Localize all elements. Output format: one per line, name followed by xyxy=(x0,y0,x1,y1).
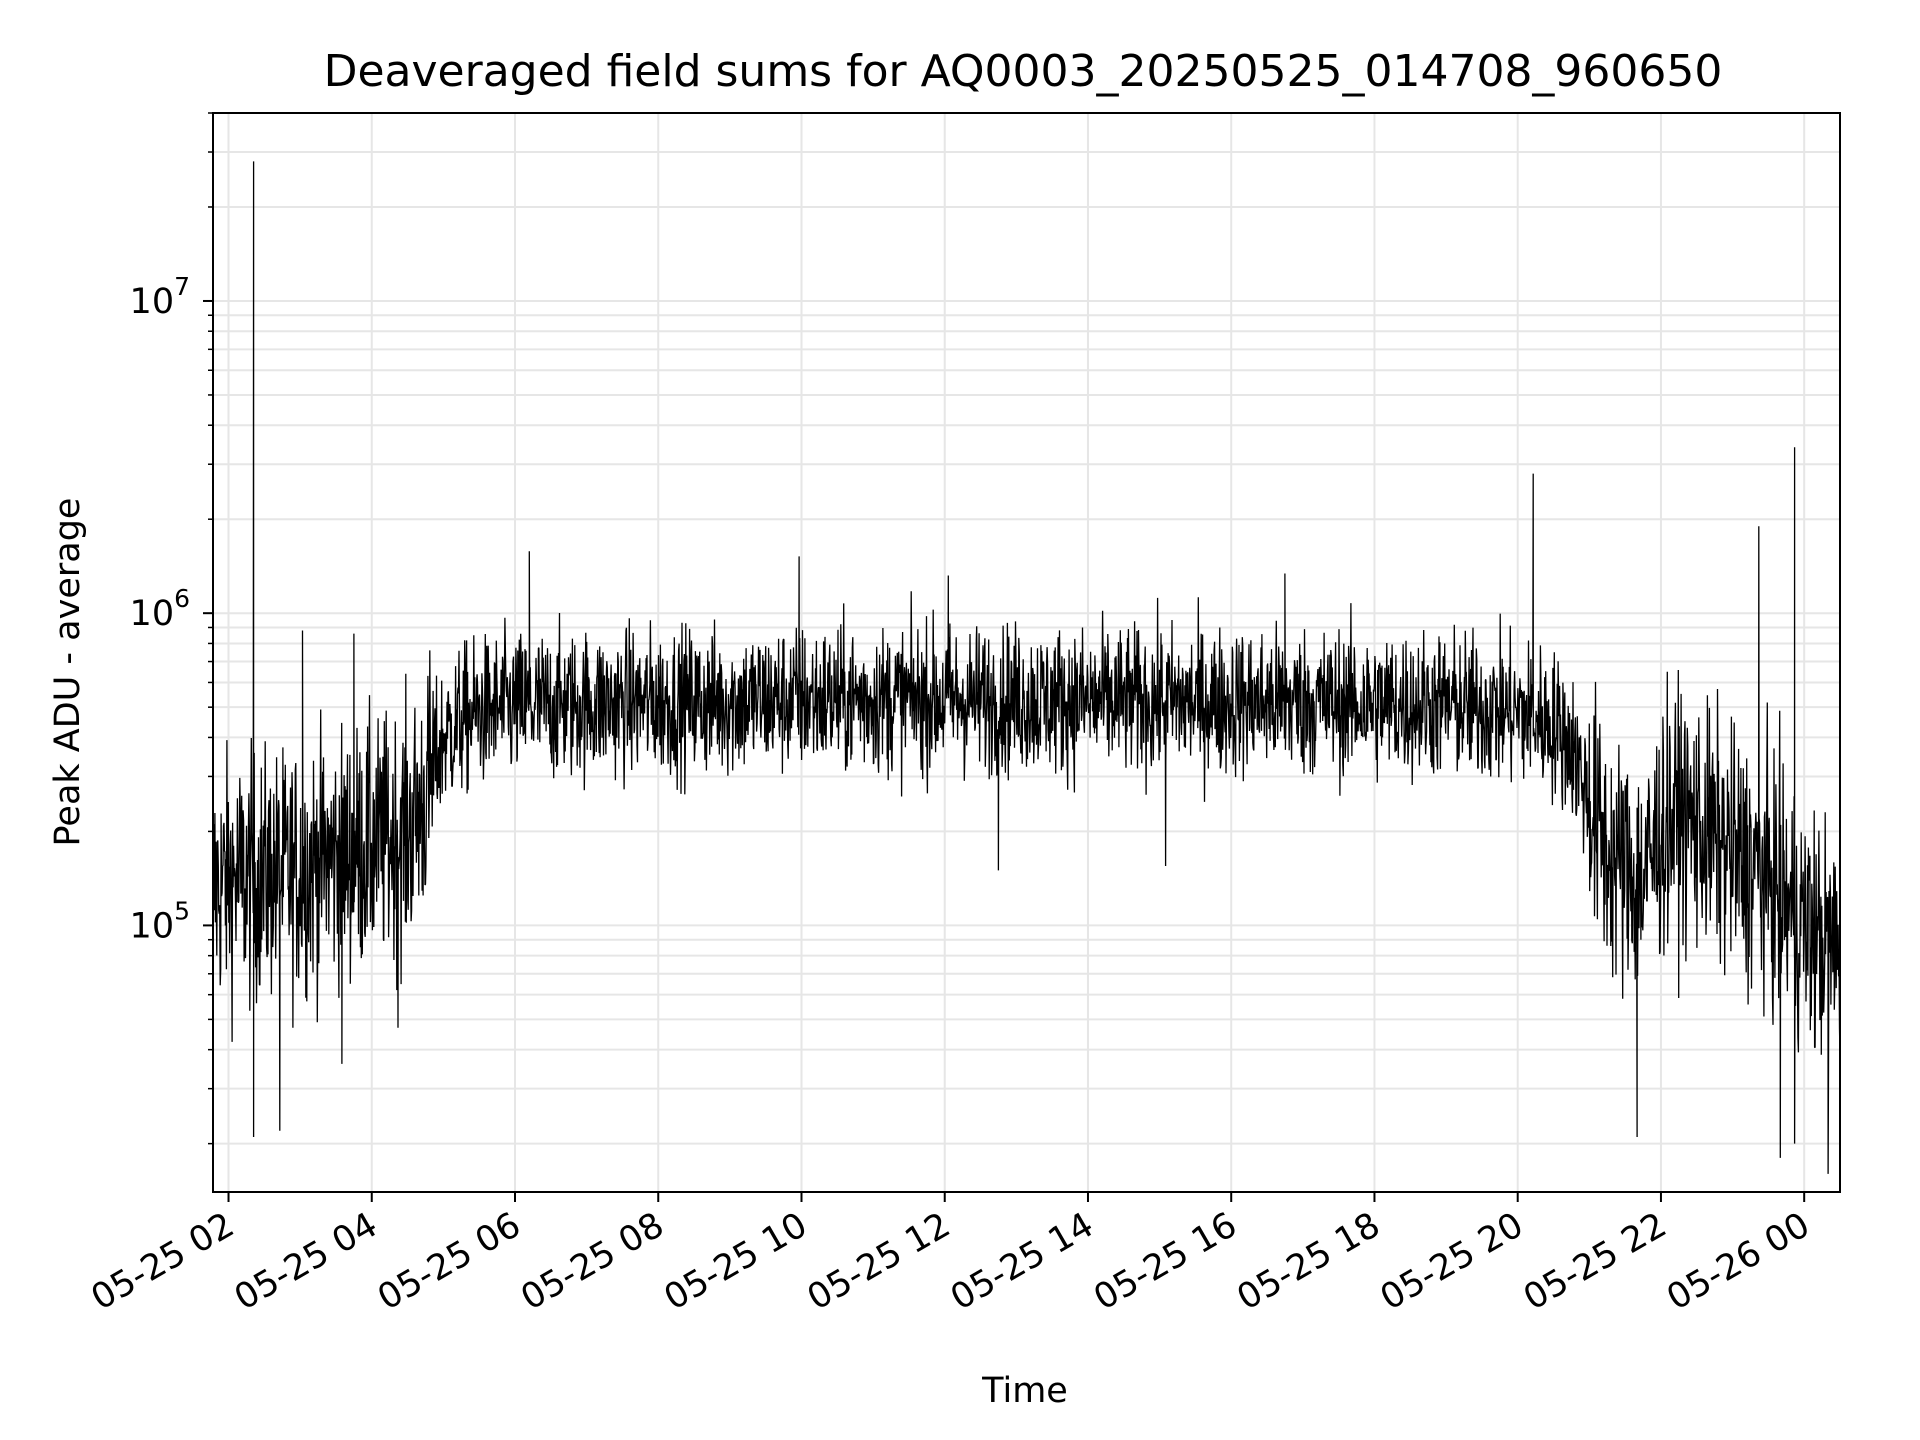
y-tick-label: 106 xyxy=(130,584,190,634)
y-tick-label: 107 xyxy=(130,272,190,322)
x-axis-label: Time xyxy=(981,1371,1068,1411)
plot-frame xyxy=(212,112,1841,1193)
y-axis-label: Peak ADU - average xyxy=(48,498,88,847)
series-line xyxy=(212,161,1841,1174)
data-series-line xyxy=(212,161,1841,1174)
chart-title: Deaveraged field sums for AQ0003_2025052… xyxy=(324,46,1723,97)
y-tick-label: 105 xyxy=(130,896,190,946)
y-axis-ticks: 105 106 107 xyxy=(130,112,213,1145)
